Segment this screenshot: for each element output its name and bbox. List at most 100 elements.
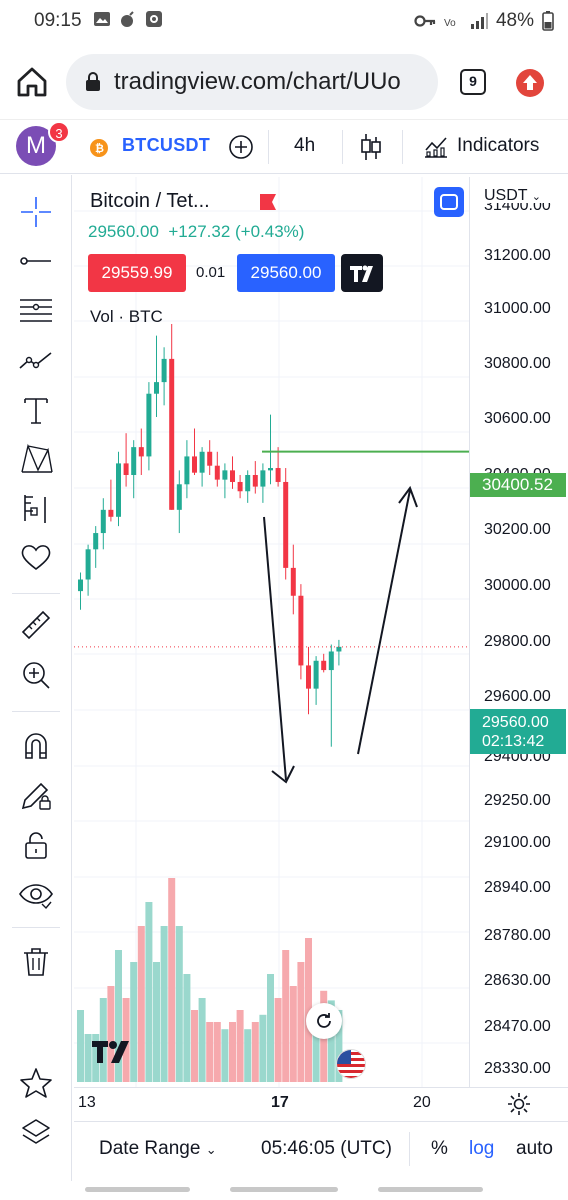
volume-bar <box>77 1010 84 1082</box>
time-tick: 13 <box>78 1094 96 1111</box>
zoom-tool[interactable] <box>14 653 58 697</box>
last-price-label: 29560.00 02:13:42 <box>470 709 566 754</box>
indicators-icon[interactable] <box>423 133 449 159</box>
last-price-value: 29560.00 <box>482 714 549 731</box>
tab-switcher-button[interactable]: 9 <box>460 69 486 95</box>
pencil-lock-icon <box>21 782 51 810</box>
legend-change: +127.32 (+0.43%) <box>168 222 305 241</box>
forecast-icon <box>24 495 46 523</box>
measure-tool[interactable] <box>14 603 58 647</box>
favorites-tool[interactable] <box>14 535 58 579</box>
flag-icon[interactable] <box>260 194 276 210</box>
volume-bar <box>206 1022 214 1082</box>
time-scale[interactable]: 13 17 20 <box>74 1087 568 1121</box>
fullscreen-button[interactable] <box>434 187 464 217</box>
symbol-legend-title[interactable]: Bitcoin / Tet... <box>90 190 210 212</box>
nav-recents-hint[interactable] <box>85 1187 190 1192</box>
vowifi-icon: Vo <box>444 18 456 29</box>
date-range-label: Date Range <box>99 1138 201 1159</box>
volume-bar <box>153 962 160 1082</box>
stay-in-drawing-mode-tool[interactable] <box>14 773 58 817</box>
tools-divider <box>12 927 60 928</box>
fib-tool[interactable] <box>14 289 58 333</box>
price-tick: 28330.00 <box>484 1060 551 1077</box>
trend-line-tool[interactable] <box>14 239 58 283</box>
arrow-up-head <box>398 485 418 508</box>
candlestick-type-icon[interactable] <box>360 132 382 162</box>
battery-percent: 48% <box>495 10 534 31</box>
object-tree-tool[interactable] <box>14 1111 58 1155</box>
nav-home-hint[interactable] <box>230 1187 338 1192</box>
volume-bar <box>335 1010 343 1082</box>
price-tick: 29100.00 <box>484 834 551 851</box>
eye-icon <box>19 884 53 910</box>
indicators-button[interactable]: Indicators <box>457 135 540 156</box>
volume-bar <box>115 950 122 1082</box>
percent-scale-toggle[interactable]: % <box>431 1138 448 1159</box>
gear-icon[interactable] <box>506 1091 532 1117</box>
compare-symbol-icon[interactable] <box>228 134 254 160</box>
currency-selector[interactable]: USDT ⌄ <box>484 187 541 205</box>
chart-pane[interactable]: Bitcoin / Tet... 29560.00 +127.32 (+0.43… <box>74 177 469 1087</box>
lock-icon <box>86 72 100 91</box>
fib-retracement-icon <box>20 299 52 322</box>
watchlist-star-tool[interactable] <box>14 1061 58 1105</box>
interval-button[interactable]: 4h <box>294 135 316 156</box>
candle-body <box>85 549 91 580</box>
text-tool[interactable] <box>14 388 58 432</box>
candle-body <box>275 468 281 482</box>
browser-toolbar: tradingview.com/chart/UUo 9 <box>0 42 568 120</box>
candle-body <box>321 660 327 671</box>
update-icon[interactable] <box>516 69 544 97</box>
us-flag-icon[interactable] <box>336 1049 366 1079</box>
candle-body <box>100 509 106 534</box>
unlock-icon <box>25 832 47 859</box>
hide-drawings-tool[interactable] <box>14 872 58 916</box>
sell-button[interactable]: 29559.99 <box>88 254 186 292</box>
layers-icon <box>22 1119 50 1144</box>
price-tick: 31200.00 <box>484 247 551 264</box>
log-scale-toggle[interactable]: log <box>469 1138 495 1159</box>
candle-body <box>252 475 258 487</box>
date-range-button[interactable]: Date Range ⌄ <box>99 1138 217 1160</box>
fullscreen-icon <box>440 194 458 210</box>
remove-drawings-tool[interactable] <box>14 940 58 984</box>
volume-bar <box>229 1022 236 1082</box>
xabcd-pattern-tool[interactable] <box>14 437 58 481</box>
svg-text:Vo: Vo <box>444 18 456 29</box>
home-icon[interactable] <box>14 64 50 100</box>
volume-bar <box>289 986 297 1082</box>
chevron-down-icon: ⌄ <box>531 191 541 203</box>
symbol-search-button[interactable]: BTCUSDT <box>122 135 211 155</box>
address-bar[interactable]: tradingview.com/chart/UUo <box>66 54 438 110</box>
volume-legend[interactable]: Vol · BTC <box>90 307 163 326</box>
candle-body <box>237 481 243 492</box>
price-scale[interactable]: USDT ⌄ 31400.00 31200.00 31000.00 30800.00 3… <box>469 177 568 1087</box>
candle-body <box>222 470 228 480</box>
tools-divider <box>12 593 60 594</box>
candle-body <box>283 481 289 568</box>
buy-button[interactable]: 29560.00 <box>237 254 335 292</box>
time-tick: 17 <box>271 1094 289 1111</box>
prediction-tool[interactable] <box>14 486 58 530</box>
crosshair-tool[interactable] <box>14 190 58 234</box>
reset-chart-button[interactable] <box>306 1003 342 1039</box>
trash-icon <box>24 948 48 976</box>
magnet-tool[interactable] <box>14 723 58 767</box>
svg-text:₿: ₿ <box>95 143 104 155</box>
candle-body <box>169 358 175 510</box>
price-tick: 31000.00 <box>484 300 551 317</box>
timezone-button[interactable]: 05:46:05 (UTC) <box>261 1138 392 1159</box>
lock-drawings-tool[interactable] <box>14 823 58 867</box>
nav-back-hint[interactable] <box>378 1187 483 1192</box>
price-tick: 28470.00 <box>484 1018 551 1035</box>
auto-scale-toggle[interactable]: auto <box>516 1138 553 1159</box>
volume-bar <box>175 926 183 1082</box>
candlestick-chart[interactable] <box>74 177 469 1087</box>
arrow-down-head <box>271 765 295 784</box>
volume-bar <box>297 962 305 1082</box>
patterns-tool[interactable] <box>14 339 58 383</box>
tradingview-logo-button[interactable] <box>341 254 383 292</box>
volume-bar <box>198 998 206 1082</box>
candle-body <box>78 579 83 592</box>
